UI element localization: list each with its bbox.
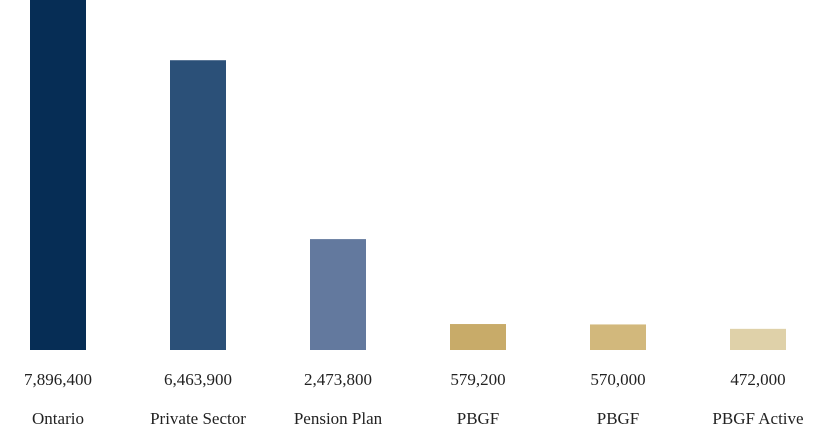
category-labels-group: Ontario Private Sector Pension Plan PBGF PBG…: [32, 409, 804, 425]
bar-1: [170, 60, 226, 350]
value-label-4: 570,000: [590, 370, 645, 389]
value-labels-group: 7,896,400 6,463,900 2,473,800 579,200 570,00…: [24, 370, 786, 389]
bar-0: [30, 0, 86, 350]
value-label-5: 472,000: [730, 370, 785, 389]
value-label-1: 6,463,900: [164, 370, 232, 389]
category-label-4: PBGF: [597, 409, 640, 425]
value-label-0: 7,896,400: [24, 370, 92, 389]
category-label-3: PBGF: [457, 409, 500, 425]
bars-group: [30, 0, 786, 350]
value-label-2: 2,473,800: [304, 370, 372, 389]
category-label-0: Ontario: [32, 409, 84, 425]
category-label-2: Pension Plan: [294, 409, 383, 425]
bar-3: [450, 324, 506, 350]
category-label-5: PBGF Active: [712, 409, 803, 425]
bar-5: [730, 328, 786, 350]
category-label-1: Private Sector: [150, 409, 246, 425]
bar-4: [590, 324, 646, 350]
bar-2: [310, 239, 366, 350]
value-label-3: 579,200: [450, 370, 505, 389]
